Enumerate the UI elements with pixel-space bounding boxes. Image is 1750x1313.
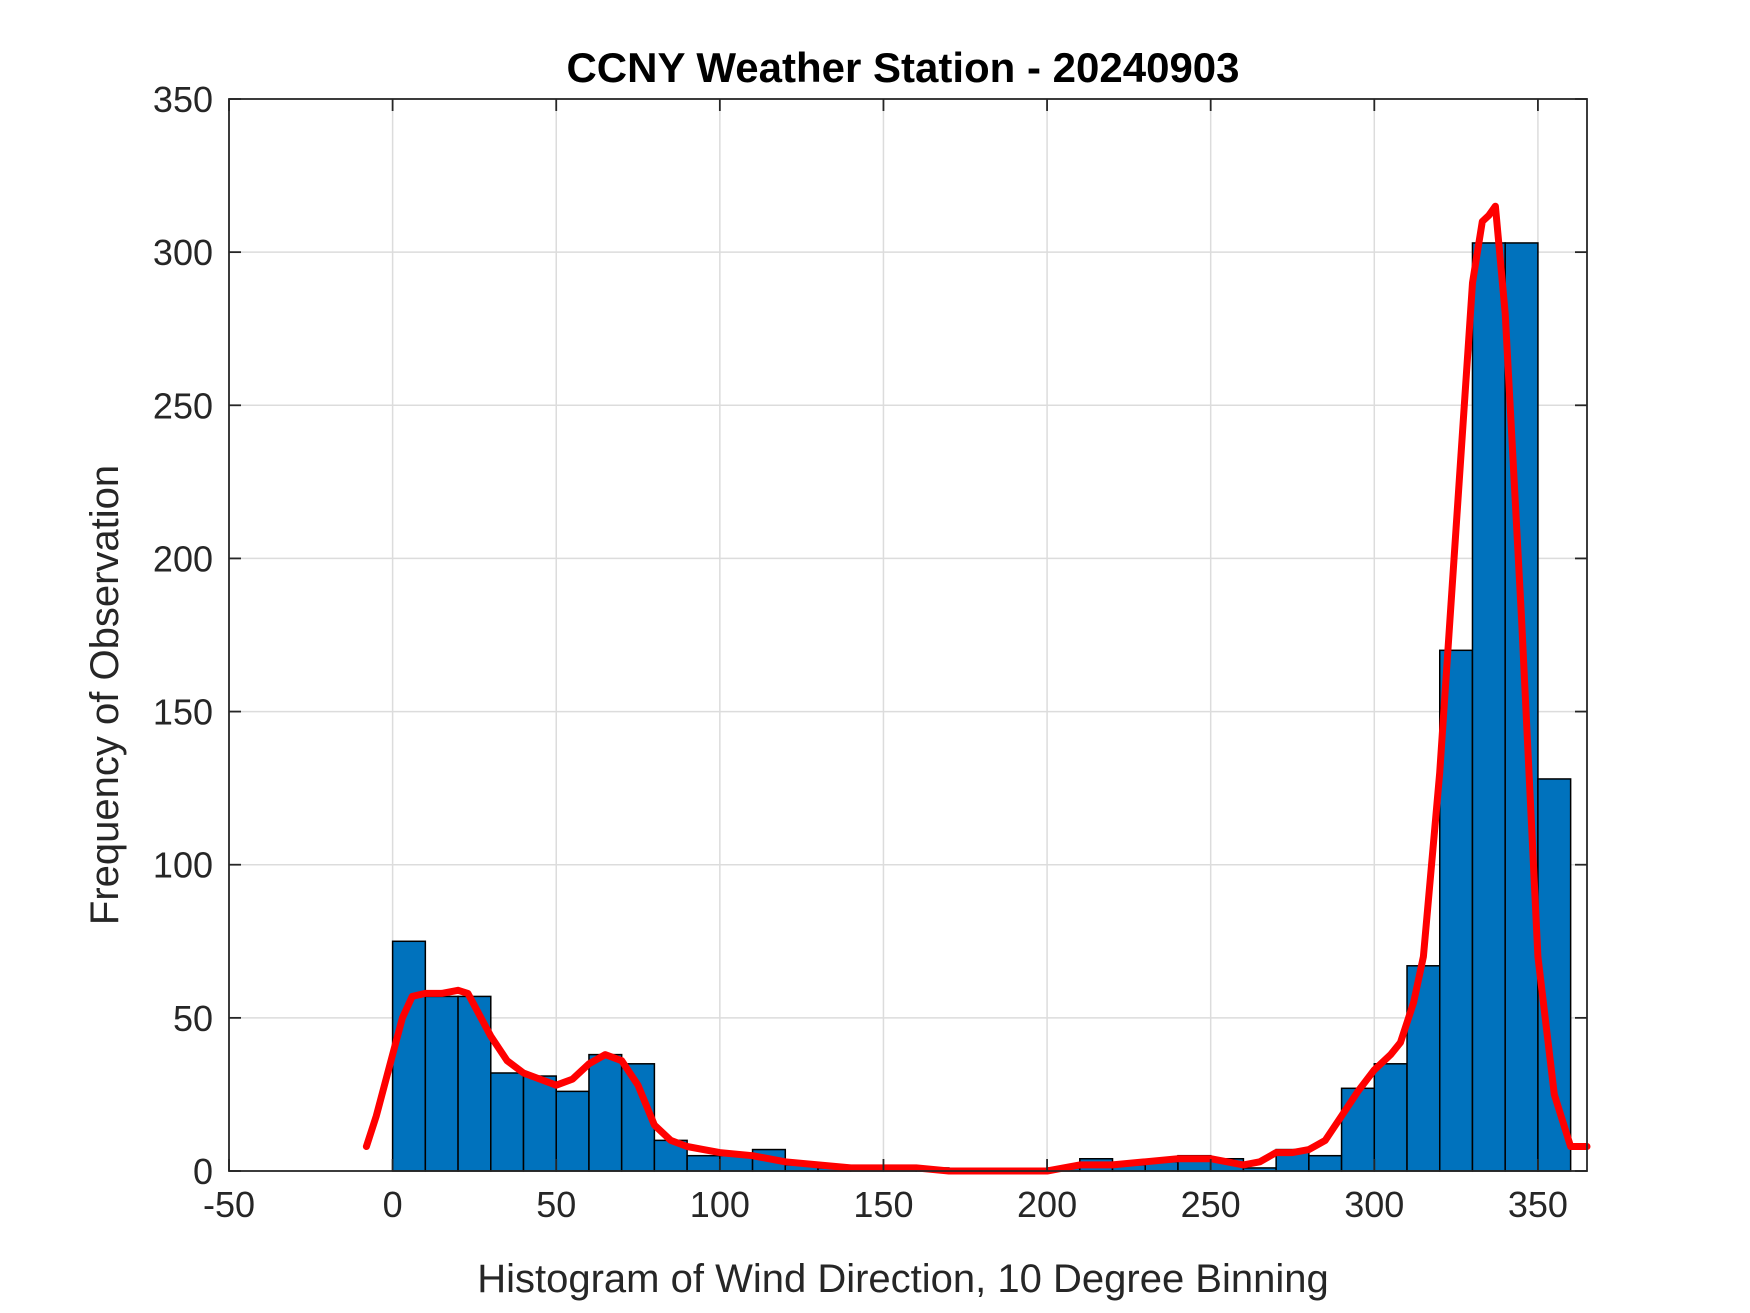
y-tick-label: 200 <box>153 538 213 579</box>
y-tick-label: 250 <box>153 385 213 426</box>
x-tick-label: 350 <box>1508 1184 1568 1225</box>
x-tick-label: 0 <box>383 1184 403 1225</box>
y-tick-label: 300 <box>153 232 213 273</box>
x-tick-label: 300 <box>1344 1184 1404 1225</box>
y-axis-label: Frequency of Observation <box>83 465 127 925</box>
y-tick-label: 350 <box>153 79 213 120</box>
histogram-bar <box>391 940 427 1172</box>
y-tick-label: 150 <box>153 692 213 733</box>
x-tick-label: -50 <box>203 1184 255 1225</box>
axis-ticks: -50 0 50 100 150 200 250 300 3500501001502002503… <box>153 79 1587 1225</box>
histogram-bar <box>1471 242 1506 1172</box>
chart-title: CCNY Weather Station - 20240903 <box>566 44 1239 91</box>
x-tick-label: 150 <box>853 1184 913 1225</box>
histogram-bar <box>1308 1154 1343 1172</box>
histogram-bar <box>1373 1063 1408 1172</box>
histogram-bar <box>490 1072 525 1172</box>
x-tick-label: 50 <box>536 1184 576 1225</box>
plot-frame <box>228 98 1588 1172</box>
histogram-bar <box>686 1154 721 1172</box>
histogram-bar <box>555 1090 590 1172</box>
y-tick-label: 100 <box>153 845 213 886</box>
x-tick-label: 100 <box>690 1184 750 1225</box>
histogram-bar <box>1340 1087 1376 1172</box>
x-tick-label: 200 <box>1017 1184 1077 1225</box>
x-tick-label: 250 <box>1181 1184 1241 1225</box>
y-tick-label: 50 <box>173 998 213 1039</box>
histogram-bar <box>522 1075 557 1172</box>
fit-curve-line <box>362 202 1591 1175</box>
grid-lines <box>229 99 1587 1171</box>
histogram-bar <box>424 995 459 1172</box>
x-axis-label: Histogram of Wind Direction, 10 Degree B… <box>477 1257 1329 1301</box>
histogram-bar <box>588 1053 623 1172</box>
y-tick-label: 0 <box>193 1151 213 1192</box>
histogram-bars <box>391 242 1572 1172</box>
